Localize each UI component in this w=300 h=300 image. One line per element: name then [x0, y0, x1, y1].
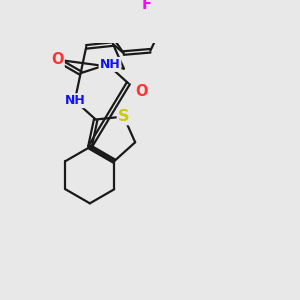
Text: O: O [135, 84, 148, 99]
Text: NH: NH [64, 94, 85, 107]
Text: S: S [118, 109, 130, 124]
Text: NH: NH [100, 58, 120, 71]
Text: F: F [142, 0, 152, 12]
Text: O: O [51, 52, 64, 67]
